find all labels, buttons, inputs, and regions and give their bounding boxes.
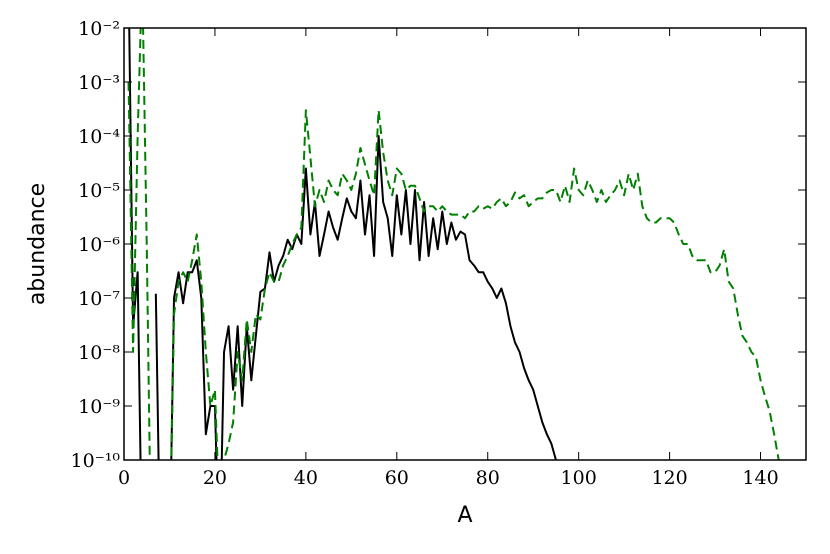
y-tick-label: 10⁻⁵	[78, 180, 120, 202]
series-line	[127, 28, 780, 460]
x-tick-label: 80	[476, 467, 500, 489]
y-tick-label: 10⁻²	[78, 18, 120, 40]
y-tick-label: 10⁻⁴	[78, 126, 120, 148]
plot-frame	[123, 27, 807, 461]
y-tick-label: 10⁻³	[78, 72, 120, 94]
y-tick-label: 10⁻⁶	[78, 234, 120, 256]
y-tick-label: 10⁻¹⁰	[71, 450, 121, 472]
y-tick-label: 10⁻⁷	[78, 288, 120, 310]
x-tick-label: 0	[118, 467, 130, 489]
y-axis-label: abundance	[25, 183, 50, 305]
x-tick-label: 20	[203, 467, 227, 489]
x-tick-label: 40	[294, 467, 318, 489]
y-tick-label: 10⁻⁹	[78, 396, 120, 418]
x-tick-label: 60	[385, 467, 409, 489]
x-tick-label: 100	[561, 467, 597, 489]
x-axis-label: A	[457, 503, 472, 528]
x-tick-label: 140	[742, 467, 778, 489]
series-line	[128, 28, 557, 460]
plot-lines	[127, 28, 780, 460]
y-tick-label: 10⁻⁸	[78, 342, 120, 364]
x-tick-label: 120	[651, 467, 687, 489]
